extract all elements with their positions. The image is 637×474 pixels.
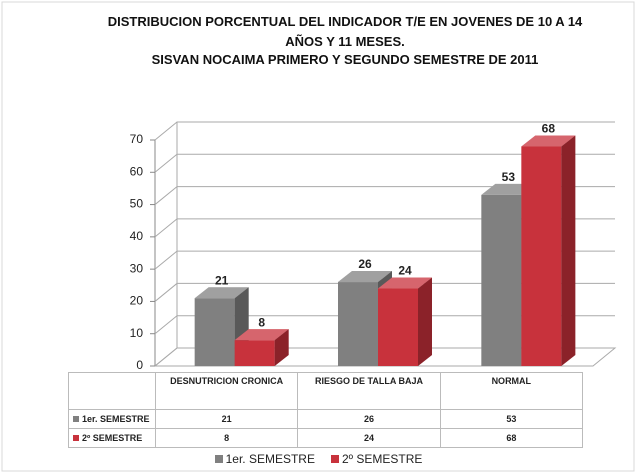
table-cell bbox=[68, 372, 156, 410]
bar-top-shade bbox=[338, 271, 392, 283]
chart-title: DISTRIBUCION PORCENTUAL DEL INDICADOR T/… bbox=[107, 14, 583, 49]
grid-line bbox=[154, 218, 615, 238]
bar-top-shade bbox=[378, 277, 432, 289]
bar-top bbox=[521, 135, 576, 147]
bar-top bbox=[338, 271, 392, 283]
bar-top bbox=[378, 277, 432, 289]
bar-top bbox=[194, 287, 249, 299]
y-tick-label: 10 bbox=[130, 326, 144, 340]
bar bbox=[481, 194, 522, 366]
bar bbox=[234, 340, 275, 366]
table-value: 53 bbox=[439, 409, 583, 429]
legend-swatch bbox=[330, 455, 339, 463]
bar bbox=[378, 288, 418, 366]
legend-item: 1er. SEMESTRE bbox=[214, 452, 315, 466]
bar-side bbox=[274, 329, 289, 366]
grid-line bbox=[154, 121, 615, 141]
table-value: 26 bbox=[297, 409, 441, 429]
table-value: 68 bbox=[439, 428, 583, 448]
y-tick-label: 40 bbox=[130, 229, 144, 243]
table-value: 21 bbox=[154, 409, 299, 429]
category-label: DESNUTRICION CRONICA bbox=[154, 372, 299, 410]
data-label: 53 bbox=[502, 170, 516, 184]
legend: 1er. SEMESTRE 2º SEMESTRE bbox=[0, 452, 637, 466]
grid-line bbox=[154, 250, 615, 270]
legend-swatch bbox=[214, 455, 223, 463]
category-label: NORMAL bbox=[439, 372, 583, 410]
grid-line bbox=[154, 186, 615, 205]
table-series-name: 1er. SEMESTRE bbox=[82, 414, 150, 424]
bar-top-shade bbox=[234, 329, 289, 341]
table-value: 24 bbox=[297, 428, 441, 448]
grid-line bbox=[154, 315, 615, 335]
bar bbox=[338, 282, 378, 366]
grid-line bbox=[154, 347, 615, 367]
y-tick-label: 20 bbox=[130, 294, 144, 308]
bar bbox=[194, 298, 235, 366]
y-tick-label: 60 bbox=[130, 164, 144, 178]
legend-swatch bbox=[73, 416, 79, 422]
bar-side-shade bbox=[418, 277, 432, 366]
table-row: DESNUTRICION CRONICA RIESGO DE TALLA BAJA… bbox=[68, 372, 583, 410]
chart-subtitle: SISVAN NOCAIMA PRIMERO Y SEGUNDO SEMESTR… bbox=[151, 52, 539, 67]
bar-side bbox=[561, 135, 576, 366]
data-label: 24 bbox=[398, 264, 412, 278]
y-tick-label: 50 bbox=[130, 197, 144, 211]
bar-side bbox=[418, 277, 432, 366]
category-label: RIESGO DE TALLA BAJA bbox=[297, 372, 441, 410]
table-value: 8 bbox=[154, 428, 299, 448]
bar-top-shade bbox=[194, 287, 249, 299]
legend-label: 1er. SEMESTRE bbox=[225, 452, 315, 466]
table-series-name: 2º SEMESTRE bbox=[82, 433, 143, 443]
data-label: 26 bbox=[358, 257, 372, 271]
table-row: 1er. SEMESTRE 21 26 53 bbox=[68, 409, 583, 429]
legend-swatch bbox=[73, 435, 79, 441]
bar-top-shade bbox=[521, 135, 576, 147]
bar-side-shade bbox=[274, 329, 289, 366]
grid-line bbox=[154, 153, 615, 173]
legend-item: 2º SEMESTRE bbox=[330, 452, 423, 466]
bar-top bbox=[234, 329, 289, 341]
table-key: 1er. SEMESTRE bbox=[68, 409, 156, 429]
data-label: 68 bbox=[542, 122, 556, 136]
y-tick-label: 70 bbox=[130, 132, 144, 146]
legend-label: 2º SEMESTRE bbox=[341, 452, 423, 466]
grid-line bbox=[154, 282, 615, 302]
data-label: 21 bbox=[215, 273, 229, 287]
bar bbox=[521, 146, 562, 366]
data-table: DESNUTRICION CRONICA RIESGO DE TALLA BAJA… bbox=[68, 372, 583, 448]
bar-side-shade bbox=[561, 135, 576, 366]
y-tick-label: 0 bbox=[136, 358, 143, 372]
y-tick-label: 30 bbox=[130, 261, 144, 275]
table-row: 2º SEMESTRE 8 24 68 bbox=[68, 428, 583, 448]
data-label: 8 bbox=[258, 315, 265, 329]
table-key: 2º SEMESTRE bbox=[68, 428, 156, 448]
